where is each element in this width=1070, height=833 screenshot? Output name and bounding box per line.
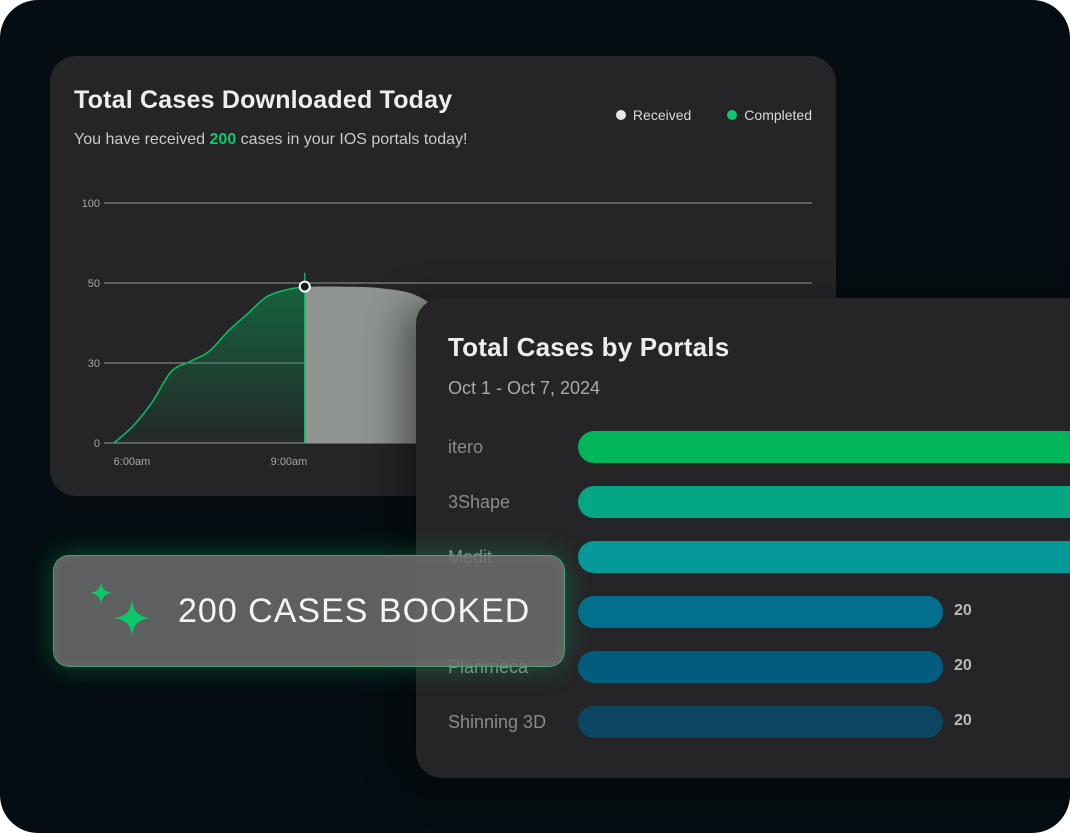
portal-bar	[578, 541, 1070, 573]
subtitle-text-after: cases in your IOS portals today!	[236, 131, 468, 148]
completed-dot-icon	[727, 110, 738, 120]
y-tick-label: 30	[88, 358, 100, 370]
legend-completed-label: Completed	[744, 107, 812, 123]
portal-bar	[578, 651, 943, 683]
portal-bar-row[interactable]: 20	[416, 596, 1070, 628]
portals-title: Total Cases by Portals	[448, 332, 730, 362]
portal-label: itero	[448, 437, 484, 457]
chart-legend: Received Completed	[615, 107, 812, 123]
downloads-title: Total Cases Downloaded Today	[74, 86, 453, 114]
completed-line	[113, 285, 305, 444]
portal-bar	[578, 706, 943, 738]
bar-value-label: 20	[954, 602, 972, 619]
sparkle-icon	[90, 582, 150, 636]
current-point	[298, 280, 311, 293]
portal-label: Shinning 3D	[448, 712, 547, 732]
portal-label: 3Shape	[448, 492, 511, 512]
x-tick-label: 6:00am	[114, 456, 151, 468]
bar-track	[578, 596, 1070, 628]
bar-track	[578, 431, 1070, 463]
received-count: 200	[209, 131, 237, 148]
y-tick-label: 50	[88, 278, 100, 290]
portal-bar-row[interactable]: Planmeca 20	[416, 651, 1070, 683]
bar-value-label: 20	[954, 712, 972, 729]
date-range[interactable]: Oct 1 - Oct 7, 2024	[448, 378, 601, 398]
portal-bar-row[interactable]: 3Shape	[416, 486, 1070, 518]
bar-track	[578, 486, 1070, 518]
downloads-subtitle: You have received 200 cases in your IOS …	[74, 131, 467, 149]
cases-booked-badge: 200 CASES BOOKED	[53, 555, 565, 667]
completed-area	[114, 286, 305, 443]
x-tick-label: 9:00am	[271, 456, 308, 468]
cases-booked-text: 200 CASES BOOKED	[178, 592, 531, 630]
portal-bar-row[interactable]: Medit	[416, 541, 1070, 573]
portal-bar-row[interactable]: itero	[416, 431, 1070, 463]
portal-bar	[578, 596, 943, 628]
subtitle-text-before: You have received	[74, 131, 210, 148]
portals-card: Total Cases by Portals Oct 1 - Oct 7, 20…	[416, 298, 1070, 778]
y-tick-label: 100	[82, 198, 100, 210]
portal-bar	[578, 486, 1070, 518]
legend-completed[interactable]: Completed	[727, 107, 812, 123]
portal-bar-row[interactable]: Shinning 3D 20	[416, 706, 1070, 738]
legend-received[interactable]: Received	[615, 107, 692, 123]
received-dot-icon	[615, 110, 626, 120]
legend-received-label: Received	[632, 107, 692, 123]
portal-bar	[578, 431, 1070, 463]
bar-track	[578, 651, 1070, 683]
bar-value-label: 20	[954, 657, 972, 674]
y-tick-label: 0	[94, 438, 100, 450]
bar-track	[578, 541, 1070, 573]
bar-track	[578, 706, 1070, 738]
